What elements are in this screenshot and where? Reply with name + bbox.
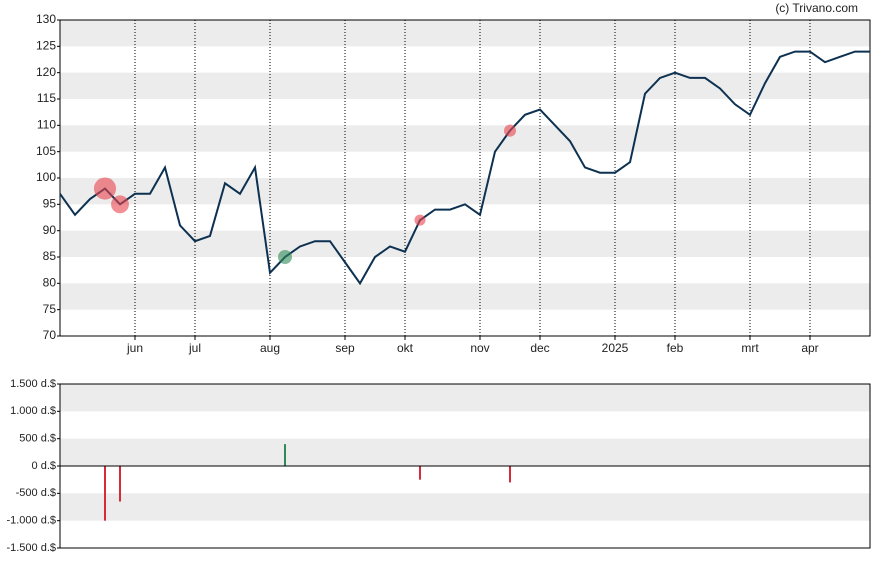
x-tick-label: feb — [667, 341, 684, 355]
grid-band — [60, 493, 870, 521]
y-tick-label: 115 — [37, 91, 56, 105]
y-tick-label: 500 d.$ — [19, 433, 56, 445]
grid-band — [60, 283, 870, 310]
x-tick-label: aug — [260, 341, 280, 355]
trade-marker — [278, 250, 292, 264]
y-tick-label: 0 d.$ — [32, 460, 56, 472]
x-tick-label: dec — [530, 341, 549, 355]
y-tick-label: 1.000 d.$ — [10, 405, 56, 417]
y-tick-label: 130 — [36, 12, 56, 26]
y-tick-label: 85 — [43, 249, 57, 263]
plot-frame — [59, 19, 871, 337]
x-tick-label: sep — [335, 341, 355, 355]
x-tick-label: okt — [397, 341, 414, 355]
y-tick-label: -1.000 d.$ — [6, 515, 56, 527]
y-tick-label: 80 — [43, 276, 57, 290]
credit: (c) Trivano.com — [775, 1, 858, 15]
grid-band — [60, 178, 870, 205]
y-tick-label: 120 — [36, 65, 56, 79]
y-tick-label: 95 — [43, 197, 57, 211]
grid-band — [60, 438, 870, 466]
trade-marker — [111, 195, 129, 214]
x-tick-label: nov — [470, 341, 489, 355]
trade-marker — [93, 177, 117, 200]
trade-marker — [503, 124, 517, 137]
y-tick-label: 90 — [43, 223, 57, 237]
y-tick-label: 105 — [36, 144, 56, 158]
y-tick-label: 75 — [43, 302, 57, 316]
y-tick-label: 110 — [37, 118, 56, 132]
x-tick-label: mrt — [741, 341, 759, 355]
grid-band — [60, 384, 870, 412]
y-tick-label: 1.500 d.$ — [10, 378, 56, 390]
grid-band — [60, 20, 870, 47]
y-tick-label: -1.500 d.$ — [6, 542, 56, 554]
price-line — [59, 50, 870, 286]
x-tick-label: jun — [126, 341, 143, 355]
y-tick-label: 100 — [36, 170, 56, 184]
trade-marker — [414, 214, 426, 226]
grid-band — [60, 230, 870, 257]
y-tick-label: 70 — [43, 328, 57, 342]
x-tick-label: 2025 — [602, 341, 629, 355]
y-tick-label: -500 d.$ — [16, 487, 56, 499]
x-tick-label: jul — [188, 341, 201, 355]
x-tick-label: apr — [801, 341, 818, 355]
y-tick-label: 125 — [36, 39, 56, 53]
grid-band — [60, 125, 870, 152]
grid-band — [60, 72, 870, 99]
